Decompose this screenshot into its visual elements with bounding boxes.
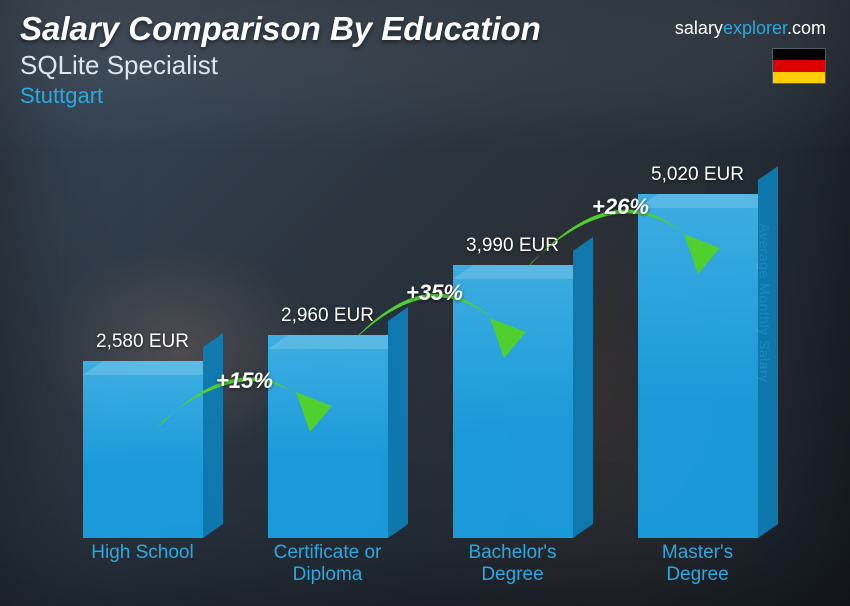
- bar-value-label: 3,990 EUR: [466, 235, 559, 257]
- bar-slot-3: 5,020 EUR: [605, 120, 790, 538]
- brand-logo: salaryexplorer.com: [675, 18, 826, 39]
- brand-accent: explorer: [723, 18, 787, 38]
- bar-3d: [268, 335, 388, 538]
- chart-subtitle: SQLite Specialist: [20, 50, 830, 81]
- bars-container: 2,580 EUR 2,960 EUR 3,990 EUR 5,020 EUR: [50, 120, 790, 538]
- flag-stripe-0: [773, 49, 825, 60]
- bar-side-face: [758, 166, 778, 538]
- bar-3d: [453, 265, 573, 538]
- bar-slot-1: 2,960 EUR: [235, 120, 420, 538]
- bar-3d: [83, 361, 203, 538]
- bar-top-face: [83, 361, 223, 375]
- bar-top-face: [453, 265, 593, 279]
- x-axis-label: Bachelor'sDegree: [420, 542, 605, 586]
- bar-side-face: [203, 333, 223, 538]
- bar-side-face: [388, 307, 408, 538]
- bar-slot-0: 2,580 EUR: [50, 120, 235, 538]
- bar-front-face: [83, 361, 203, 538]
- bar-side-face: [573, 237, 593, 538]
- bar-value-label: 2,580 EUR: [96, 331, 189, 353]
- country-flag: [772, 48, 826, 84]
- bar-chart: 2,580 EUR 2,960 EUR 3,990 EUR 5,020 EUR Hig…: [50, 120, 790, 586]
- chart-location: Stuttgart: [20, 83, 830, 109]
- brand-suffix: .com: [787, 18, 826, 38]
- flag-stripe-1: [773, 60, 825, 71]
- bar-front-face: [453, 265, 573, 538]
- bar-top-face: [268, 335, 408, 349]
- bar-value-label: 2,960 EUR: [281, 305, 374, 327]
- bar-slot-2: 3,990 EUR: [420, 120, 605, 538]
- x-axis-label: High School: [50, 542, 235, 586]
- brand-primary: salary: [675, 18, 723, 38]
- x-axis-label: Certificate orDiploma: [235, 542, 420, 586]
- bar-value-label: 5,020 EUR: [651, 164, 744, 186]
- x-axis-label: Master'sDegree: [605, 542, 790, 586]
- bar-front-face: [638, 194, 758, 538]
- bar-front-face: [268, 335, 388, 538]
- bar-3d: [638, 194, 758, 538]
- flag-stripe-2: [773, 72, 825, 83]
- x-axis: High SchoolCertificate orDiplomaBachelor…: [50, 542, 790, 586]
- bar-top-face: [638, 194, 778, 208]
